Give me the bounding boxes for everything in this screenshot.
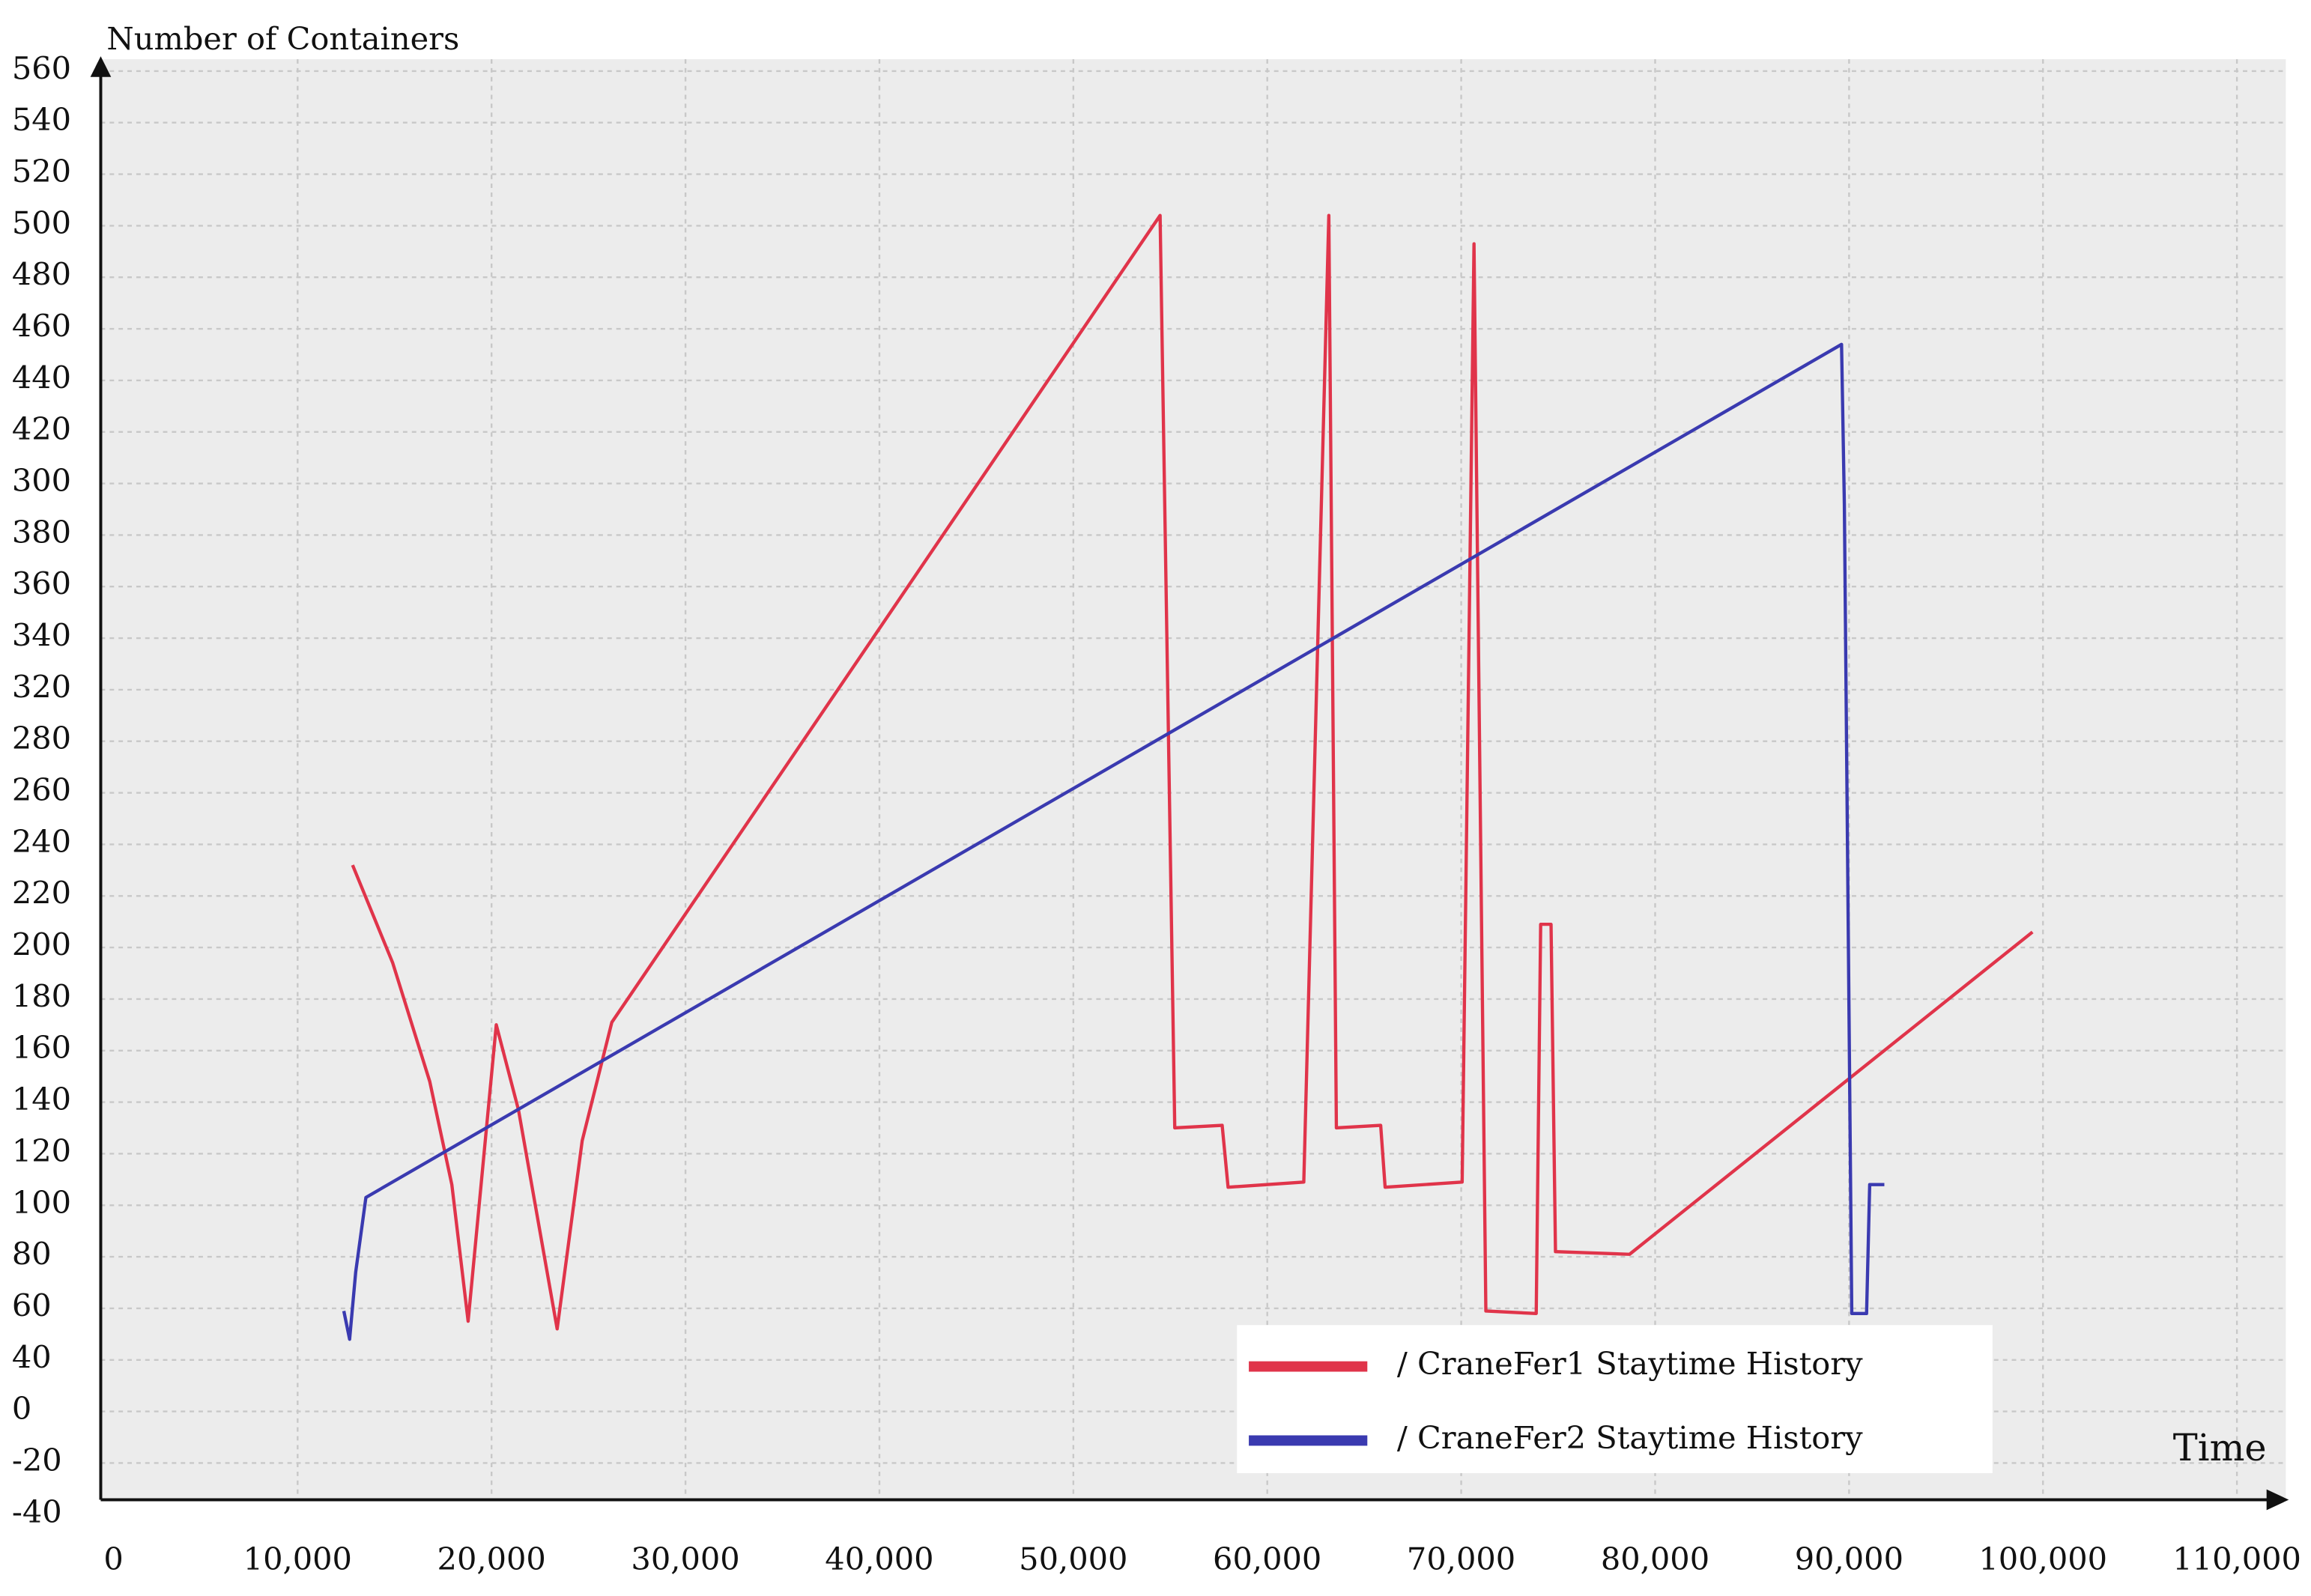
y-tick-label: 360 [12, 565, 71, 602]
y-tick-label: 120 [12, 1132, 71, 1169]
y-tick-label: 140 [12, 1081, 71, 1117]
x-tick-label: 110,000 [2172, 1541, 2301, 1577]
x-tick-label: 20,000 [437, 1541, 546, 1577]
y-tick-label: 280 [12, 720, 71, 756]
x-tick-label: 60,000 [1213, 1541, 1321, 1577]
grid [100, 59, 2286, 1500]
y-axis-arrow [90, 56, 112, 77]
y-tick-label: 180 [12, 977, 71, 1014]
y-tick-label: 220 [12, 875, 71, 911]
ticks: -40 -20 0 40 60 80 100 120 140 160 180 200 220 240 260… [12, 49, 2301, 1577]
x-axis-label: Time [2173, 1426, 2267, 1469]
y-tick-label: 480 [12, 256, 71, 293]
y-tick-label: 320 [12, 668, 71, 705]
y-tick-label: 60 [12, 1287, 52, 1323]
x-tick-label: 50,000 [1019, 1541, 1127, 1577]
y-axis-label: Number of Containers [106, 20, 459, 57]
y-tick-label: 520 [12, 153, 71, 189]
x-tick-label: 100,000 [1978, 1541, 2107, 1577]
y-tick-label: 420 [12, 410, 71, 447]
y-tick-label: 100 [12, 1184, 71, 1221]
y-tick-label: 80 [12, 1236, 52, 1272]
y-tick-label: 380 [12, 514, 71, 550]
y-tick-label: 440 [12, 359, 71, 395]
y-tick-label: 540 [12, 101, 71, 138]
x-tick-label: 30,000 [631, 1541, 739, 1577]
x-tick-label: 40,000 [825, 1541, 933, 1577]
legend-label: / CraneFer2 Staytime History [1397, 1419, 1863, 1456]
x-tick-label: 10,000 [243, 1541, 352, 1577]
x-axis-arrow [2266, 1489, 2289, 1511]
y-tick-label: 260 [12, 771, 71, 808]
y-tick-label: 160 [12, 1029, 71, 1066]
y-tick-label: 560 [12, 49, 71, 86]
x-tick-label: 80,000 [1601, 1541, 1709, 1577]
y-tick-label: -20 [12, 1442, 62, 1478]
y-tick-label: 240 [12, 823, 71, 860]
y-tick-label: 300 [12, 462, 71, 499]
series-line [351, 213, 2034, 1331]
y-tick-label: 460 [12, 308, 71, 345]
y-tick-label: 200 [12, 926, 71, 963]
x-tick-label: 70,000 [1407, 1541, 1515, 1577]
y-tick-label: -40 [12, 1493, 62, 1530]
plot-background [100, 59, 2286, 1500]
y-tick-label: 40 [12, 1338, 52, 1375]
series-line [342, 342, 1885, 1341]
legend: / CraneFer1 Staytime History / CraneFer2 … [1237, 1325, 1993, 1473]
y-tick-label: 500 [12, 204, 71, 241]
y-tick-label: 340 [12, 617, 71, 654]
legend-label: / CraneFer1 Staytime History [1397, 1345, 1863, 1382]
legend-box [1237, 1325, 1993, 1473]
x-tick-label: 0 [103, 1541, 123, 1577]
y-tick-label: 0 [12, 1390, 31, 1427]
x-tick-label: 90,000 [1795, 1541, 1903, 1577]
lines [342, 213, 2034, 1341]
